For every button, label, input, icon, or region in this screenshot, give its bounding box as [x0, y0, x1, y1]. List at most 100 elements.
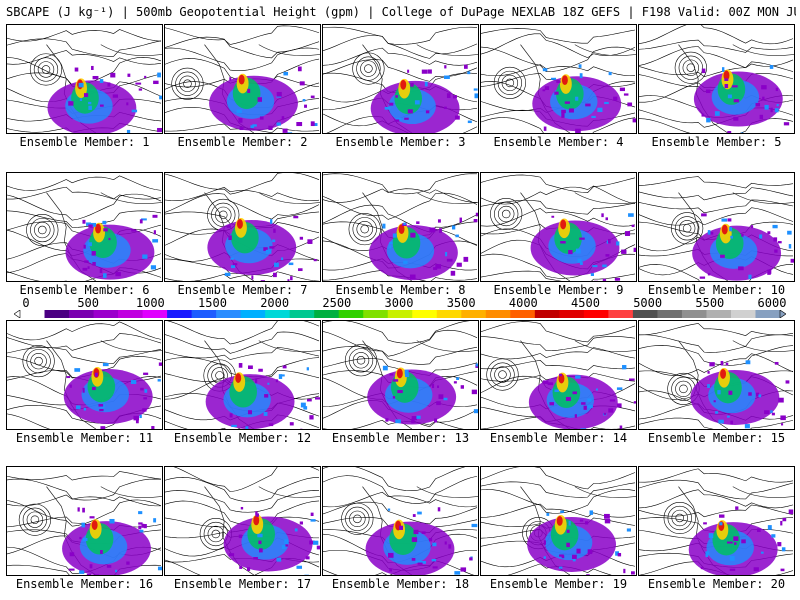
cape-speckle	[315, 397, 320, 400]
cape-speckle	[157, 127, 162, 133]
colorbar-tick-label: 0	[22, 296, 30, 310]
colorbar-max-arrow	[779, 310, 786, 318]
cape-speckle	[282, 365, 287, 369]
low-contour	[211, 529, 221, 539]
cape-speckle	[619, 87, 625, 92]
colorbar-segment	[706, 310, 732, 318]
cape-speckle	[566, 529, 570, 533]
cape-speckle	[703, 522, 707, 525]
map-plot	[165, 173, 320, 281]
cape-speckle	[726, 541, 733, 544]
cape-speckle	[226, 225, 231, 228]
colorbar-tick-label: 2000	[260, 296, 290, 310]
cape-speckle	[81, 522, 86, 528]
colorbar-segment	[191, 310, 217, 318]
cape-speckle	[100, 426, 106, 429]
cape-speckle	[299, 521, 304, 525]
height-contour	[323, 47, 478, 66]
cape-speckle	[741, 132, 744, 133]
ensemble-member-label: Ensemble Member: 18	[331, 577, 470, 591]
cape-speckle	[274, 262, 279, 268]
colorbar-tick-label: 1500	[198, 296, 227, 310]
colorbar-segment	[436, 310, 462, 318]
cape-speckle	[774, 361, 779, 365]
cape-speckle	[554, 91, 559, 95]
cape-speckle	[759, 234, 763, 239]
low-contour	[37, 61, 55, 78]
cape-speckle	[602, 278, 607, 281]
cape-speckle	[290, 276, 293, 281]
cape-speckle	[312, 123, 318, 126]
low-contour	[352, 52, 385, 85]
cape-speckle	[451, 225, 456, 230]
ensemble-map-panel	[164, 24, 321, 134]
height-contour	[7, 478, 162, 501]
low-contour	[497, 205, 515, 223]
cape-speckle	[287, 132, 293, 133]
cape-speckle	[543, 556, 546, 559]
cape-speckle	[313, 258, 317, 262]
height-contour	[639, 199, 794, 214]
cape-shading	[236, 219, 243, 229]
cape-speckle	[83, 244, 86, 249]
cape-speckle	[89, 516, 95, 519]
cape-speckle	[92, 261, 96, 266]
cape-shading	[396, 368, 403, 379]
cape-speckle	[718, 419, 724, 424]
cape-speckle	[772, 224, 778, 229]
height-contour	[639, 187, 794, 201]
cape-speckle	[138, 522, 143, 525]
cape-speckle	[764, 410, 770, 415]
cape-speckle	[87, 266, 90, 269]
cape-speckle	[623, 93, 629, 96]
cape-speckle	[576, 548, 581, 554]
cape-speckle	[780, 415, 786, 421]
cape-speckle	[733, 116, 739, 121]
cape-speckle	[68, 568, 75, 571]
cape-speckle	[774, 108, 779, 113]
cape-speckle	[404, 369, 409, 375]
cape-speckle	[229, 77, 232, 81]
cape-speckle	[790, 258, 794, 263]
ensemble-map-panel	[638, 466, 795, 576]
cape-speckle	[413, 529, 419, 535]
low-contour	[352, 352, 370, 369]
cape-speckle	[561, 109, 566, 114]
coastline	[46, 340, 162, 429]
cape-shading	[398, 224, 405, 235]
cape-speckle	[152, 239, 159, 243]
cape-speckle	[273, 228, 276, 233]
ensemble-member-label: Ensemble Member: 4	[493, 135, 624, 149]
cape-speckle	[411, 557, 416, 561]
height-contour	[323, 321, 470, 344]
cape-speckle	[397, 390, 403, 394]
cape-speckle	[783, 122, 790, 126]
cape-speckle	[721, 67, 725, 72]
colorbar-segment	[583, 310, 609, 318]
cape-speckle	[595, 388, 598, 391]
cape-speckle	[257, 97, 262, 102]
cape-speckle	[238, 534, 243, 539]
cape-speckle	[616, 387, 623, 390]
cape-speckle	[102, 362, 109, 367]
cape-speckle	[587, 549, 593, 555]
cape-shading	[91, 520, 98, 530]
cape-speckle	[460, 385, 464, 389]
cape-speckle	[288, 262, 294, 266]
colorbar-tick-label: 5000	[633, 296, 663, 310]
cape-speckle	[467, 120, 472, 124]
cape-speckle	[82, 267, 88, 271]
cape-speckle	[307, 239, 313, 244]
cape-speckle	[250, 125, 255, 129]
cape-speckle	[728, 390, 733, 395]
cape-speckle	[281, 257, 284, 261]
cape-speckle	[416, 415, 421, 419]
cape-speckle	[310, 512, 314, 517]
cape-speckle	[575, 248, 581, 254]
low-contour	[494, 366, 511, 383]
height-contour	[481, 46, 636, 73]
cape-speckle	[741, 539, 746, 544]
map-plot	[165, 321, 320, 429]
cape-speckle	[94, 372, 98, 377]
cape-speckle	[471, 389, 477, 395]
